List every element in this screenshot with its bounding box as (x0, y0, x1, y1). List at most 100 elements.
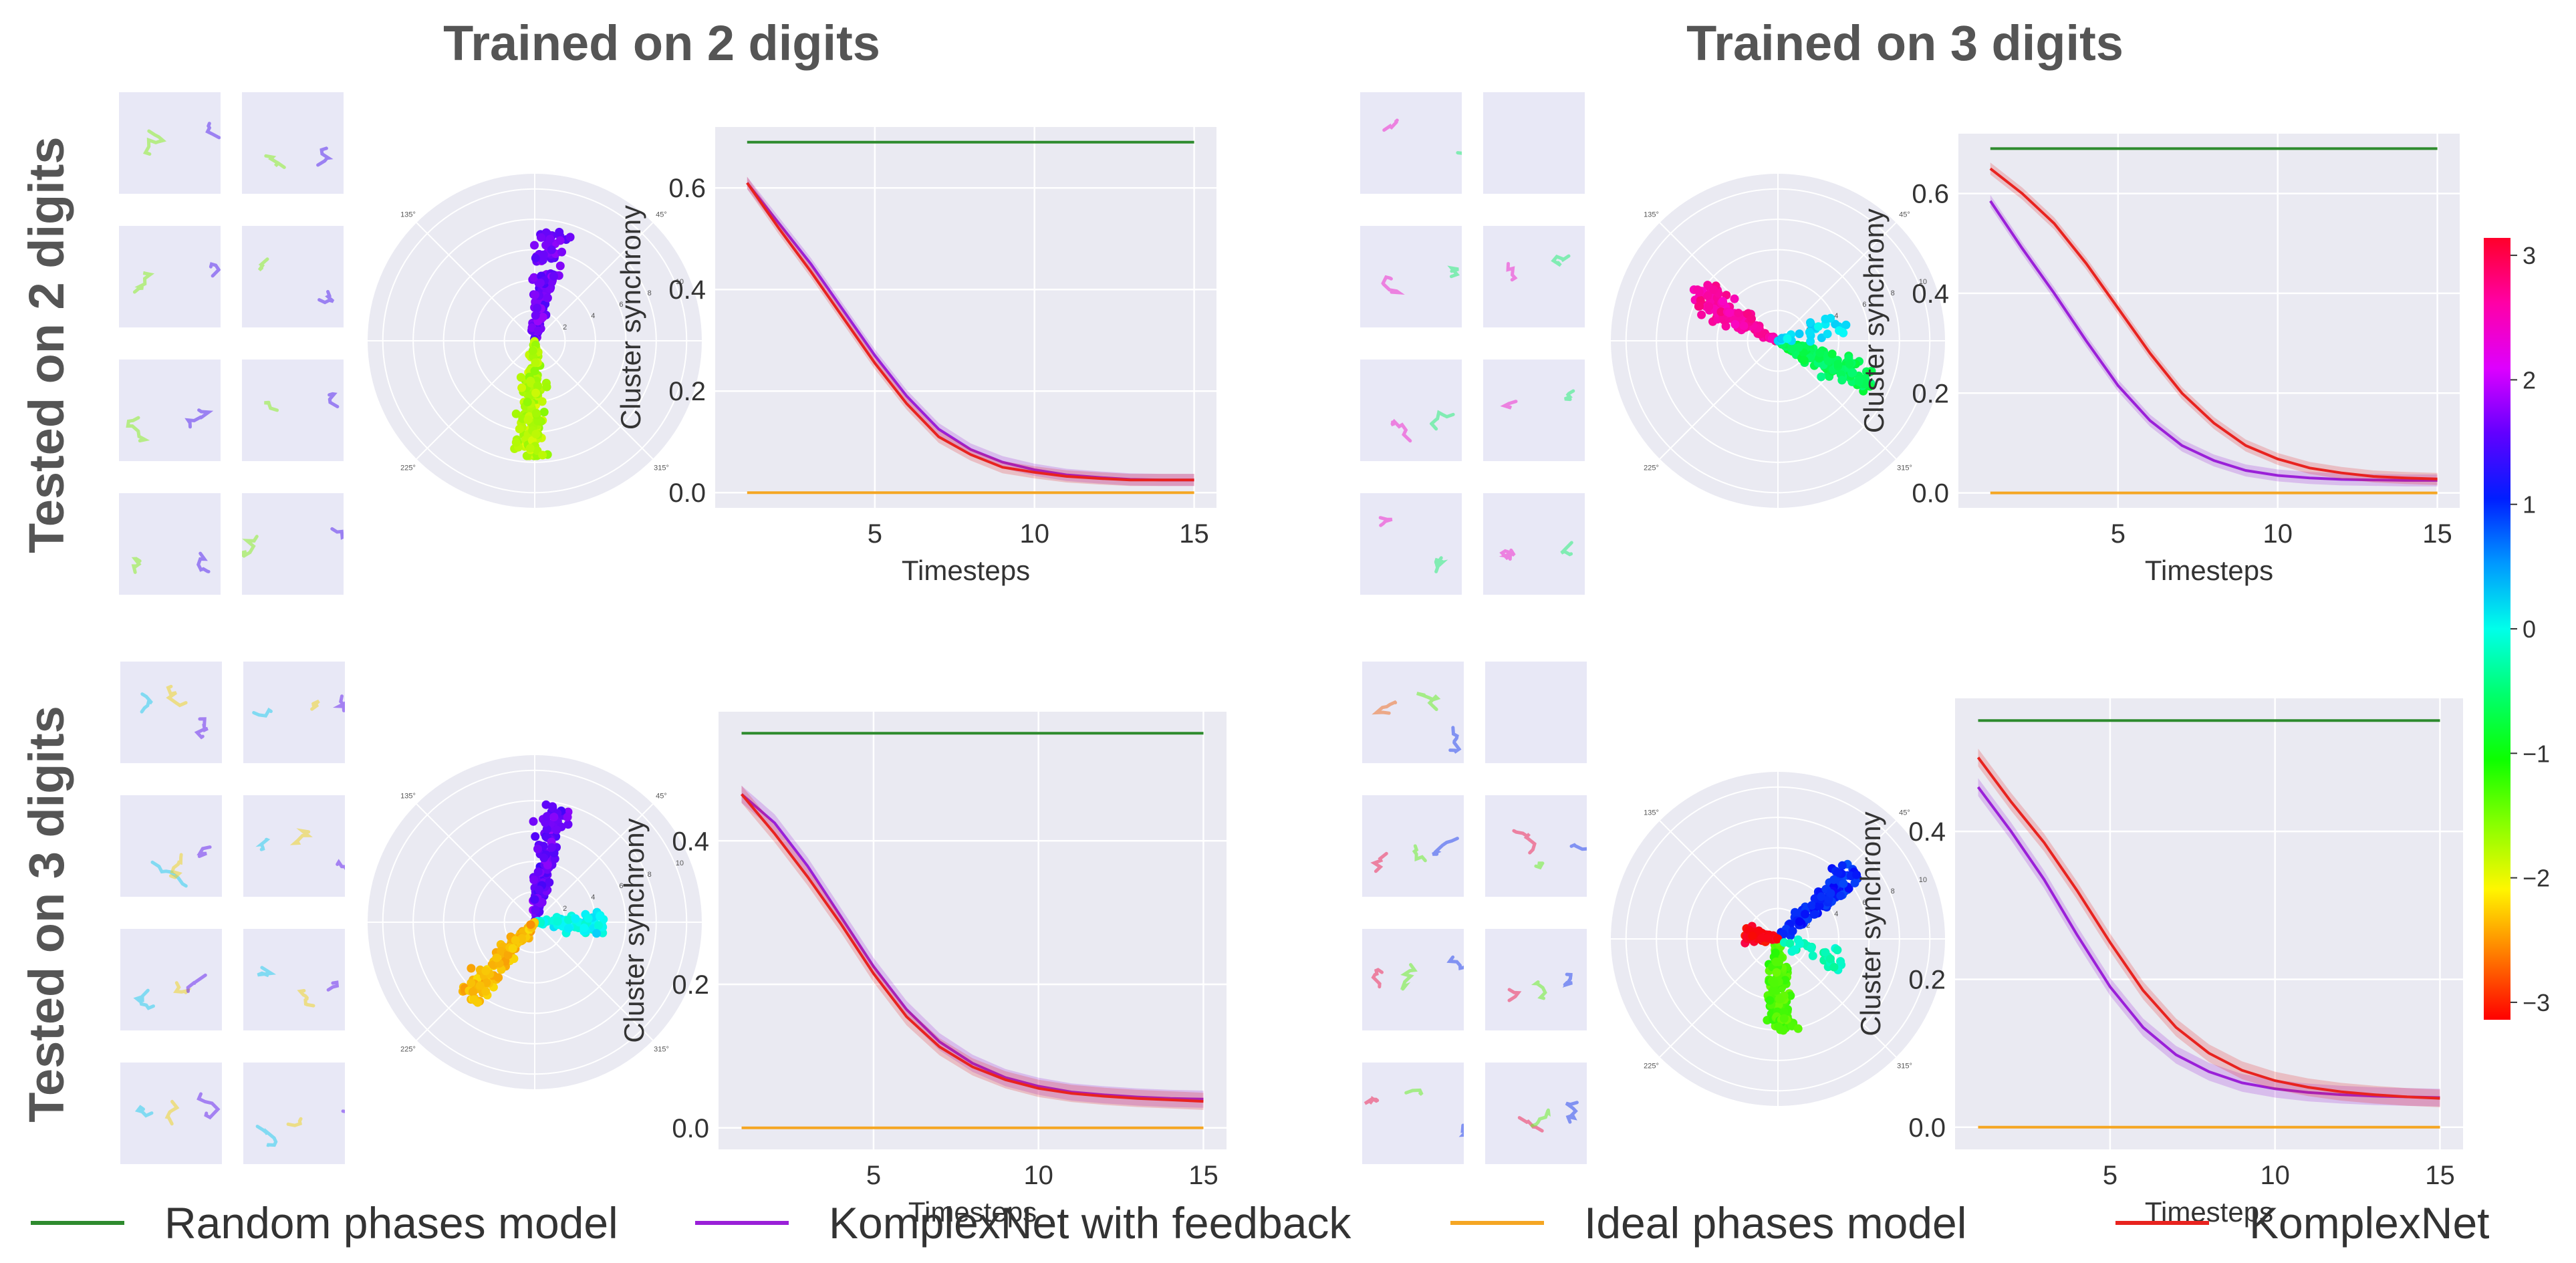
scatter-point (539, 408, 549, 417)
scatter-point (563, 924, 573, 933)
x-tick-label: 5 (2103, 1161, 2117, 1190)
colorbar-tick-label: −3 (2523, 989, 2550, 1016)
scatter-point (1765, 996, 1775, 1005)
scatter-point (1787, 344, 1796, 354)
series-line-feedback (1989, 200, 2438, 482)
row-title-tested-3: Tested on 3 digits (19, 706, 74, 1123)
scatter-point (1775, 994, 1784, 1004)
y-axis-label: Cluster synchrony (1855, 811, 1886, 1036)
y-tick-label: 0.6 (1912, 180, 1949, 209)
plot-area (1955, 698, 2463, 1149)
scatter-point (1772, 968, 1781, 977)
plot-area (719, 712, 1227, 1149)
polar-radius-label: 6 (1862, 899, 1866, 907)
legend-item-random: Random phases model (31, 1189, 618, 1256)
polar-radius-label: 10 (676, 859, 684, 867)
scatter-point (1837, 376, 1847, 385)
polar-scatter: 45° 135° 225° 315° 2 4 6 8 10 (368, 755, 702, 1089)
y-axis-label: Cluster synchrony (615, 205, 646, 430)
polar-radius-label: 6 (619, 301, 623, 309)
scatter-point (1833, 868, 1843, 877)
scatter-point (1808, 951, 1817, 960)
polar-angle-label: 225° (400, 1046, 416, 1054)
polar-angle-label: 225° (1644, 1063, 1659, 1071)
scatter-point (1831, 319, 1840, 329)
polar-grid-spoke (1659, 222, 1779, 341)
scatter-point (535, 885, 544, 895)
polar-radius-label: 6 (1862, 301, 1866, 309)
digit-thumbnail (1485, 662, 1587, 763)
scatter-point (1839, 879, 1848, 888)
digit-thumbnail (242, 92, 344, 194)
scatter-point (1826, 954, 1835, 964)
scatter-point (1821, 314, 1830, 323)
scatter-point (1704, 302, 1714, 311)
scatter-point (482, 978, 491, 988)
scatter-point (530, 366, 539, 376)
scatter-point (1795, 939, 1804, 948)
scatter-point (533, 326, 543, 335)
scatter-point (533, 382, 542, 391)
legend-swatch-random (31, 1221, 124, 1225)
scatter-point (1854, 377, 1863, 386)
scatter-point (1821, 948, 1830, 957)
scatter-point (579, 924, 589, 933)
scatter-point (594, 921, 603, 930)
scatter-point (1697, 310, 1706, 319)
scatter-point (529, 273, 539, 282)
digit-thumbnail (120, 795, 222, 897)
y-tick-label: 0.4 (668, 275, 706, 305)
scatter-point (531, 311, 540, 320)
y-tick-label: 0.2 (1908, 965, 1946, 994)
scatter-point (592, 929, 601, 938)
scatter-point (1850, 878, 1859, 887)
scatter-point (531, 905, 540, 915)
scatter-point (537, 233, 545, 242)
scatter-point (1757, 934, 1767, 943)
scatter-point (1815, 348, 1825, 358)
scatter-point (1793, 1024, 1803, 1033)
digit-thumbnail (1483, 493, 1585, 595)
scatter-point (1771, 957, 1781, 966)
scatter-point (1718, 297, 1727, 306)
polar-radius-label: 2 (1806, 922, 1810, 930)
polar-scatter: 45° 135° 225° 315° 2 4 6 8 10 (368, 174, 702, 508)
legend-item-komplex: KomplexNet (2115, 1189, 2490, 1256)
scatter-point (1773, 934, 1782, 944)
polar-radius-label: 8 (648, 289, 652, 297)
polar-grid-spoke (1659, 340, 1779, 460)
legend-swatch-ideal (1450, 1221, 1544, 1225)
scatter-point (541, 241, 551, 250)
colorbar-tick-label: −2 (2523, 865, 2550, 892)
scatter-point (539, 250, 548, 259)
line-chart: 5 10 15 0.0 0.2 0.4 0.6 Timesteps Cluster synchr… (1858, 134, 2460, 586)
colorbar-tick-label: 0 (2523, 615, 2536, 643)
digit-thumbnail (1485, 929, 1587, 1030)
scatter-point (1695, 301, 1704, 311)
scatter-point (497, 946, 506, 956)
scatter-point (481, 966, 491, 976)
scatter-point (1865, 368, 1875, 376)
polar-radius-label: 8 (648, 871, 652, 879)
scatter-point (1694, 287, 1704, 297)
scatter-point (516, 373, 525, 382)
scatter-point (525, 444, 535, 453)
polar-grid-spoke (534, 803, 654, 923)
digit-thumbnail (1362, 1063, 1478, 1164)
scatter-point (557, 247, 566, 257)
series-line-komplex (1976, 756, 2440, 1100)
scatter-point (1817, 372, 1826, 382)
polar-angle-label: 315° (654, 1046, 669, 1054)
scatter-point (1813, 322, 1823, 331)
scatter-point (523, 398, 532, 407)
scatter-point (511, 936, 520, 945)
digit-thumbnail (120, 662, 222, 763)
digit-thumbnail (243, 1063, 356, 1164)
polar-angle-label: 315° (654, 464, 669, 472)
scatter-point (475, 981, 485, 990)
legend-item-ideal: Ideal phases model (1450, 1189, 1966, 1256)
digit-thumbnail (1360, 360, 1462, 461)
polar-angle-label: 135° (400, 792, 416, 800)
scatter-point (555, 236, 565, 245)
scatter-point (529, 875, 539, 885)
